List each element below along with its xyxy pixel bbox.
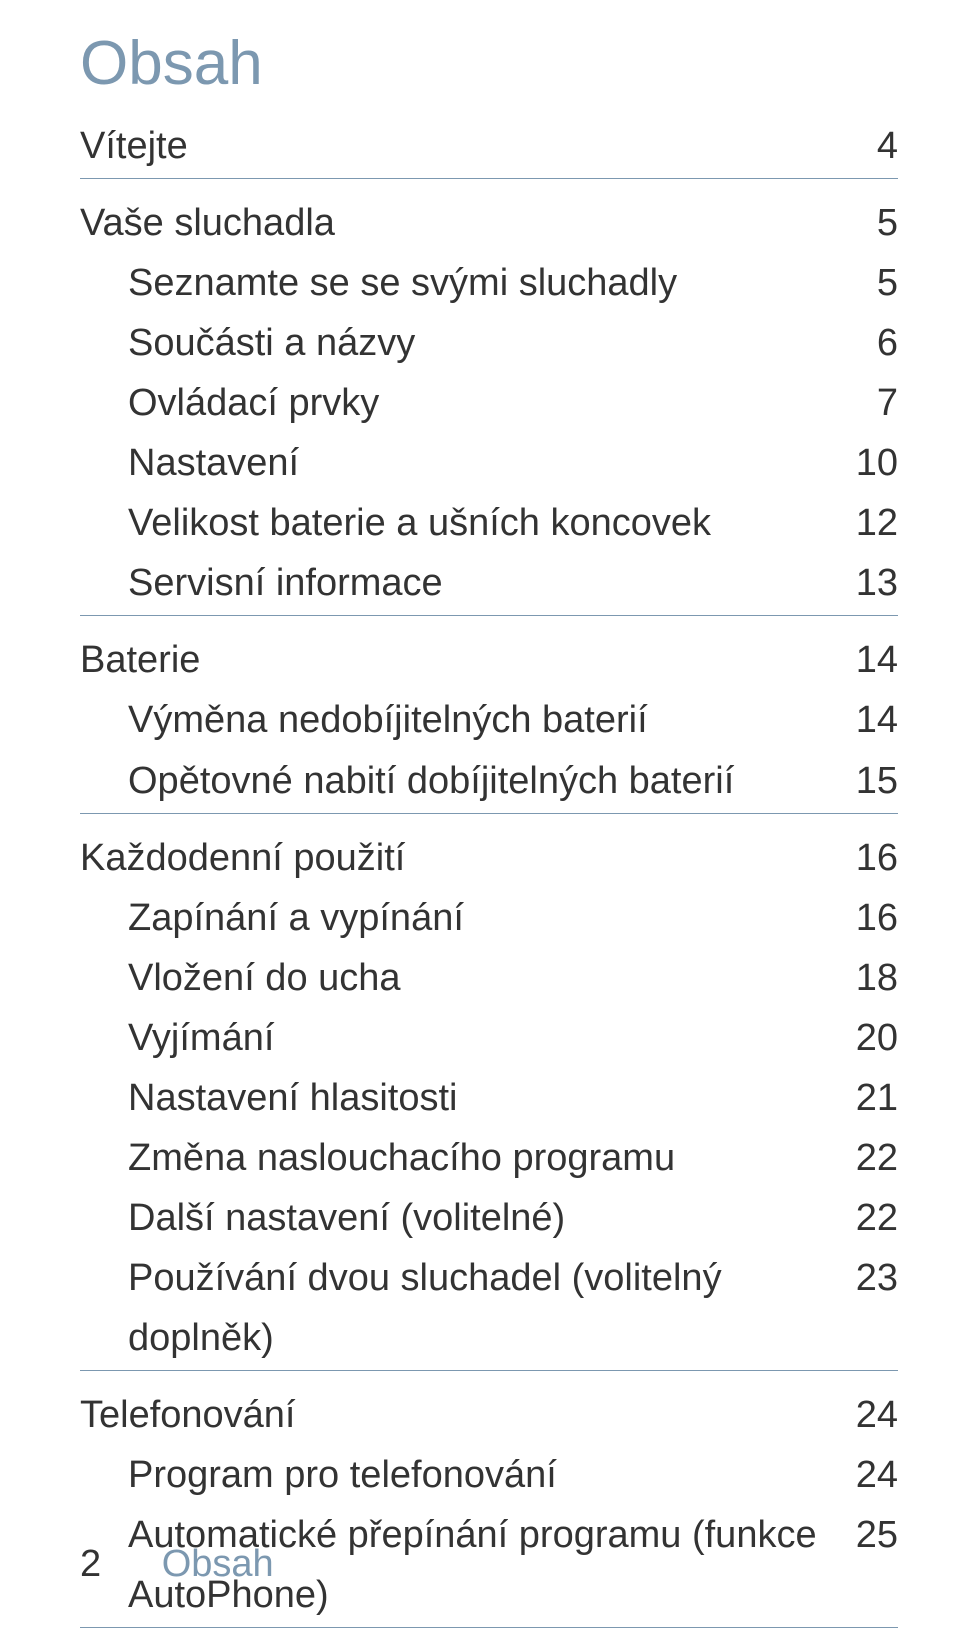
toc-item-page: 5 — [877, 253, 898, 313]
toc-item-row[interactable]: Ovládací prvky 7 — [80, 373, 898, 433]
toc-item-row[interactable]: Nastavení hlasitosti 21 — [80, 1068, 898, 1128]
toc-item-row[interactable]: Součásti a názvy 6 — [80, 313, 898, 373]
footer-label: Obsah — [162, 1543, 274, 1585]
page: Obsah Vítejte 4 Vaše sluchadla 5 Seznamt… — [0, 0, 960, 1628]
toc-item-page: 16 — [856, 888, 898, 948]
toc-item-label: Vyjímání — [128, 1008, 856, 1068]
toc-item-label: Servisní informace — [128, 553, 856, 613]
toc-item-row[interactable]: Program pro telefonování 24 — [80, 1445, 898, 1505]
toc-item-row[interactable]: Změna naslouchacího programu 22 — [80, 1128, 898, 1188]
toc-heading-page: 24 — [856, 1385, 898, 1445]
toc-item-row[interactable]: Používání dvou sluchadel (volitelný dopl… — [80, 1248, 898, 1368]
toc-item-page: 20 — [856, 1008, 898, 1068]
toc-heading-row[interactable]: Telefonování 24 — [80, 1385, 898, 1445]
toc-item-page: 18 — [856, 948, 898, 1008]
toc-item-page: 10 — [856, 433, 898, 493]
toc-item-page: 22 — [856, 1128, 898, 1188]
toc-heading-row[interactable]: Každodenní použití 16 — [80, 828, 898, 888]
toc-item-row[interactable]: Servisní informace 13 — [80, 553, 898, 613]
toc-item-label: Vložení do ucha — [128, 948, 856, 1008]
toc-item-page: 22 — [856, 1188, 898, 1248]
toc-heading-page: 5 — [877, 193, 898, 253]
toc-item-page: 14 — [856, 690, 898, 750]
toc-item-row[interactable]: Výměna nedobíjitelných baterií 14 — [80, 690, 898, 750]
toc-heading-label: Vítejte — [80, 116, 877, 176]
toc-item-row[interactable]: Opětovné nabití dobíjitelných baterií 15 — [80, 751, 898, 811]
toc-item-label: Nastavení hlasitosti — [128, 1068, 856, 1128]
toc-section: Vítejte 4 — [80, 116, 898, 179]
toc-item-page: 21 — [856, 1068, 898, 1128]
toc-item-label: Velikost baterie a ušních koncovek — [128, 493, 856, 553]
toc-item-row[interactable]: Zapínání a vypínání 16 — [80, 888, 898, 948]
toc-section: Vaše sluchadla 5 Seznamte se se svými sl… — [80, 193, 898, 616]
toc-item-label: Změna naslouchacího programu — [128, 1128, 856, 1188]
toc-section: Baterie 14 Výměna nedobíjitelných bateri… — [80, 630, 898, 813]
toc-heading-page: 4 — [877, 116, 898, 176]
toc-item-label: Součásti a názvy — [128, 313, 877, 373]
toc-item-row[interactable]: Vložení do ucha 18 — [80, 948, 898, 1008]
toc-heading-row[interactable]: Baterie 14 — [80, 630, 898, 690]
toc-heading-label: Telefonování — [80, 1385, 856, 1445]
toc-item-label: Výměna nedobíjitelných baterií — [128, 690, 856, 750]
toc-item-label: Seznamte se se svými sluchadly — [128, 253, 877, 313]
footer-page-number: 2 — [80, 1543, 101, 1585]
toc-item-page: 24 — [856, 1445, 898, 1505]
toc-heading-page: 16 — [856, 828, 898, 888]
toc-item-label: Program pro telefonování — [128, 1445, 856, 1505]
toc-heading-label: Každodenní použití — [80, 828, 856, 888]
toc-item-label: Používání dvou sluchadel (volitelný dopl… — [128, 1248, 856, 1368]
toc-heading-page: 14 — [856, 630, 898, 690]
toc-item-label: Opětovné nabití dobíjitelných baterií — [128, 751, 856, 811]
toc-item-label: Nastavení — [128, 433, 856, 493]
toc-item-row[interactable]: Seznamte se se svými sluchadly 5 — [80, 253, 898, 313]
toc-heading-label: Baterie — [80, 630, 856, 690]
toc-heading-row[interactable]: Vítejte 4 — [80, 116, 898, 176]
toc-section: Každodenní použití 16 Zapínání a vypínán… — [80, 828, 898, 1371]
toc-heading-row[interactable]: Vaše sluchadla 5 — [80, 193, 898, 253]
toc-heading-label: Vaše sluchadla — [80, 193, 877, 253]
toc-item-label: Další nastavení (volitelné) — [128, 1188, 856, 1248]
toc-item-label: Ovládací prvky — [128, 373, 877, 433]
toc-item-page: 6 — [877, 313, 898, 373]
page-title: Obsah — [80, 30, 898, 98]
toc-item-page: 12 — [856, 493, 898, 553]
toc-item-page: 25 — [856, 1505, 898, 1565]
toc-item-row[interactable]: Velikost baterie a ušních koncovek 12 — [80, 493, 898, 553]
toc-item-row[interactable]: Nastavení 10 — [80, 433, 898, 493]
toc-item-page: 7 — [877, 373, 898, 433]
toc-item-page: 13 — [856, 553, 898, 613]
toc-item-label: Zapínání a vypínání — [128, 888, 856, 948]
page-footer: 2 Obsah — [80, 1543, 274, 1586]
toc-item-row[interactable]: Vyjímání 20 — [80, 1008, 898, 1068]
toc-section: Telefonování 24 Program pro telefonování… — [80, 1385, 898, 1628]
toc-item-page: 23 — [856, 1248, 898, 1308]
toc-item-row[interactable]: Další nastavení (volitelné) 22 — [80, 1188, 898, 1248]
toc-item-page: 15 — [856, 751, 898, 811]
